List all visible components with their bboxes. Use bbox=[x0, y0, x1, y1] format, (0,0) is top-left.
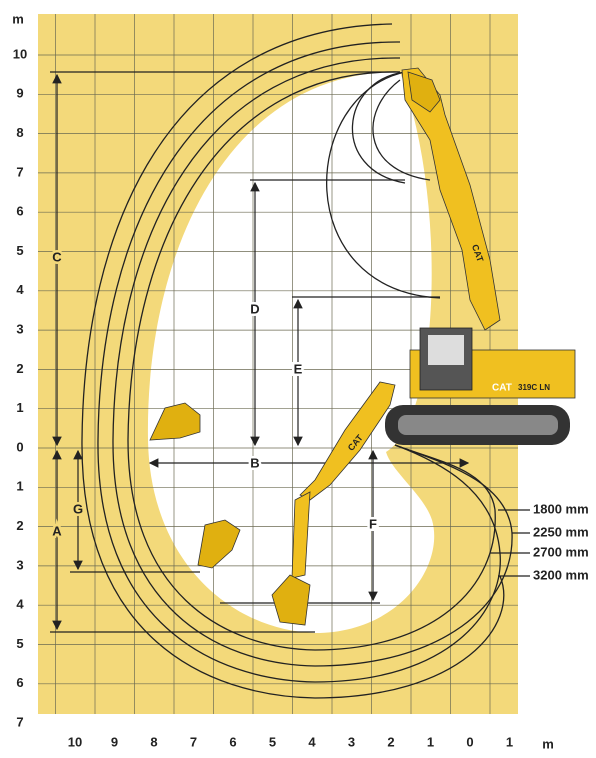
upper-boom bbox=[401, 67, 501, 331]
y-label: 5 bbox=[16, 243, 23, 258]
bucket bbox=[271, 574, 311, 626]
lower-boom bbox=[299, 381, 396, 501]
x-label: 2 bbox=[387, 734, 394, 749]
y-label: 8 bbox=[16, 125, 23, 140]
letter-c: C bbox=[52, 249, 62, 264]
x-label: 1 bbox=[427, 734, 434, 749]
excavator: CAT CAT CAT 319C LN bbox=[149, 67, 576, 626]
reach-curves bbox=[81, 23, 513, 699]
letter-b: B bbox=[250, 455, 259, 470]
y-label: 3 bbox=[16, 557, 23, 572]
y-label: 7 bbox=[16, 164, 23, 179]
letter-e: E bbox=[294, 361, 303, 376]
track-inner bbox=[398, 415, 558, 435]
letter-g: G bbox=[73, 501, 83, 516]
y-label: 0 bbox=[16, 439, 23, 454]
bucket bbox=[149, 402, 201, 441]
y-label: 4 bbox=[16, 597, 24, 612]
y-label: 4 bbox=[16, 282, 24, 297]
stick-arc bbox=[326, 71, 441, 299]
stick-length: 1800 mm bbox=[533, 501, 589, 516]
x-label: 1 bbox=[506, 734, 513, 749]
y-label: 10 bbox=[13, 46, 27, 61]
reach-curve bbox=[127, 71, 496, 651]
y-label: 6 bbox=[16, 204, 23, 219]
dimension-lines bbox=[50, 71, 530, 633]
body-badge: CAT bbox=[492, 383, 512, 394]
y-label: 3 bbox=[16, 322, 23, 337]
reach-curve bbox=[97, 41, 501, 683]
y-label: 1 bbox=[16, 400, 23, 415]
letter-a: A bbox=[52, 523, 62, 538]
x-label: 9 bbox=[111, 734, 118, 749]
y-unit: m bbox=[12, 11, 24, 26]
y-label: 1 bbox=[16, 479, 23, 494]
x-label: 4 bbox=[308, 734, 316, 749]
dimension-letters: C A G D E B F bbox=[50, 247, 380, 541]
stick-length: 3200 mm bbox=[533, 567, 589, 582]
stick-length: 2700 mm bbox=[533, 544, 589, 559]
model-badge: 319C LN bbox=[518, 383, 550, 392]
bucket bbox=[197, 519, 241, 569]
x-unit: m bbox=[542, 736, 554, 751]
stick-arc bbox=[372, 79, 431, 181]
x-label: 10 bbox=[68, 734, 82, 749]
reach-curve bbox=[81, 23, 505, 699]
x-label: 0 bbox=[466, 734, 473, 749]
x-label: 6 bbox=[229, 734, 236, 749]
y-label: 6 bbox=[16, 675, 23, 690]
reach-curve bbox=[112, 57, 513, 667]
letter-d: D bbox=[250, 301, 259, 316]
lower-stick bbox=[291, 491, 311, 579]
y-label: 2 bbox=[16, 518, 23, 533]
x-label: 5 bbox=[269, 734, 276, 749]
cab-window bbox=[428, 335, 464, 365]
y-label: 5 bbox=[16, 636, 23, 651]
letter-f: F bbox=[369, 516, 377, 531]
y-label: 9 bbox=[16, 86, 23, 101]
bucket bbox=[407, 71, 441, 113]
x-label: 3 bbox=[348, 734, 355, 749]
x-label: 8 bbox=[150, 734, 157, 749]
stick-length: 2250 mm bbox=[533, 524, 589, 539]
y-label: 7 bbox=[16, 715, 23, 730]
x-label: 7 bbox=[190, 734, 197, 749]
y-label: 2 bbox=[16, 361, 23, 376]
stick-arc bbox=[351, 71, 406, 184]
